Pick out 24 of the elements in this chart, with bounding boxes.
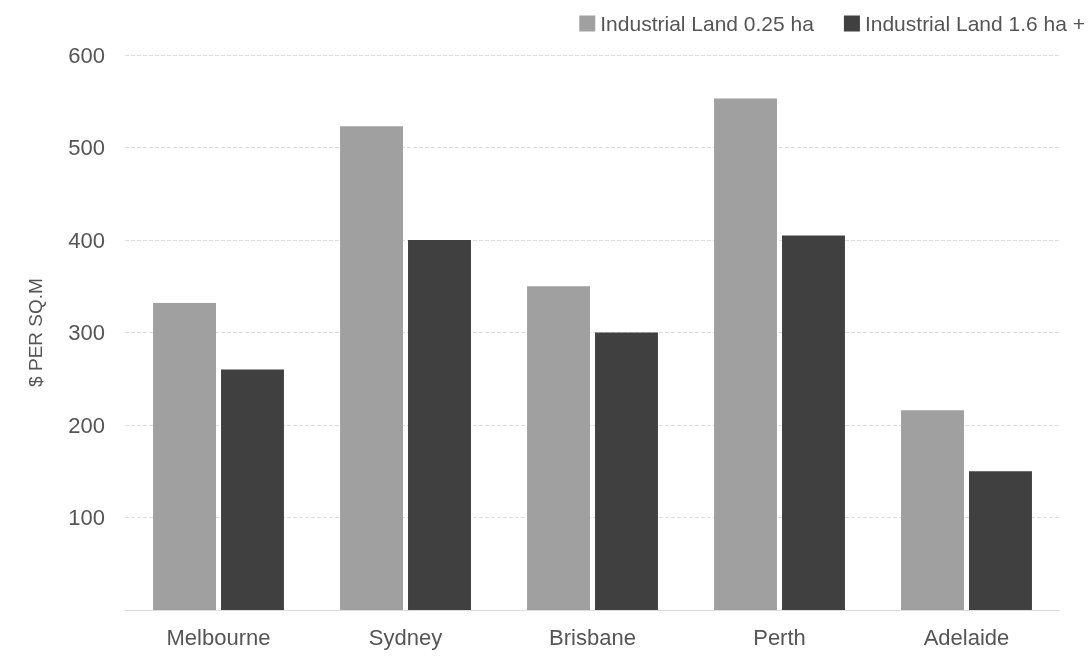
bar [153, 302, 216, 610]
bar [714, 98, 777, 610]
bar [782, 235, 845, 610]
y-axis-title: $ PER SQ.M [25, 278, 46, 387]
bar [969, 471, 1032, 610]
x-tick-label: Sydney [368, 624, 443, 650]
bar [340, 126, 403, 610]
bar [901, 410, 964, 610]
x-tick-label: Adelaide [923, 624, 1010, 650]
bar [408, 240, 471, 610]
y-tick-label: 300 [68, 320, 105, 345]
x-tick-label: Perth [753, 624, 806, 650]
y-tick-label: 600 [68, 42, 105, 68]
y-tick-label: 100 [68, 505, 105, 530]
y-tick-label: 400 [68, 227, 105, 253]
x-tick-label: Brisbane [549, 624, 636, 650]
y-tick-label: 200 [68, 412, 105, 438]
bar [221, 369, 284, 610]
legend-label: Industrial Land 0.25 ha [600, 12, 815, 35]
x-tick-label: Melbourne [166, 624, 271, 650]
bar [595, 332, 658, 610]
y-tick-label: 500 [68, 135, 105, 160]
bar [527, 286, 590, 610]
legend-label: Industrial Land 1.6 ha + [864, 12, 1086, 35]
